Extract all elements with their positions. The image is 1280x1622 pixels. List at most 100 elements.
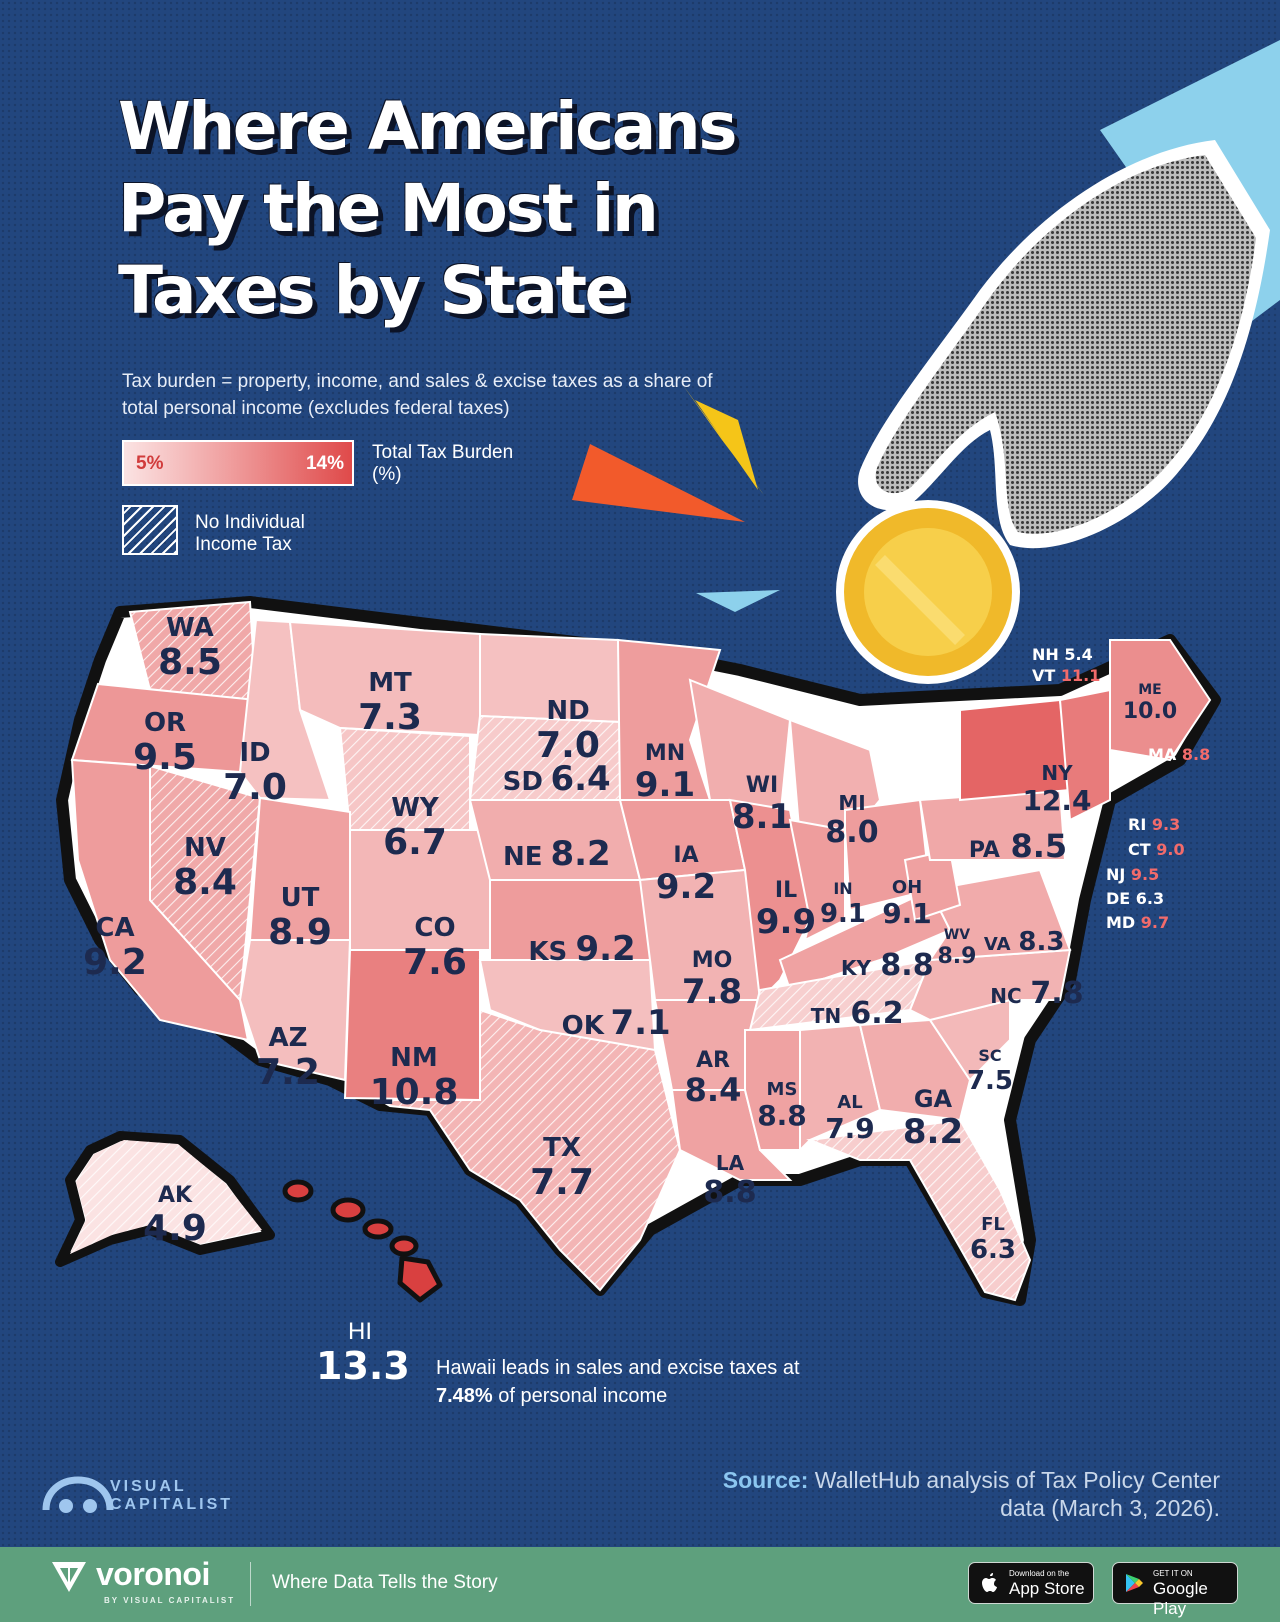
hawaii-islands: [282, 1179, 443, 1303]
state-label-SD: SD 6.4: [503, 759, 611, 799]
state-abbr-MT: MT: [368, 668, 412, 698]
state-abbr-KS: KS: [528, 937, 567, 967]
state-hatch-TN: [750, 960, 930, 1030]
state-abbr-WY: WY: [391, 793, 440, 823]
title-line-3: Taxes by State: [118, 252, 629, 329]
note-VT: VT 11.1: [1032, 666, 1100, 685]
hawaii-note-highlight: 7.48%: [436, 1385, 493, 1407]
apple-icon: [982, 1573, 997, 1592]
state-label-GA: GA8.2: [903, 1085, 963, 1152]
state-abbr-LA: LA: [716, 1151, 745, 1175]
app-store-small: Download on the: [1009, 1569, 1070, 1578]
note-MD: MD 9.7: [1106, 913, 1169, 932]
state-abbr-CA: CA: [95, 913, 134, 943]
title-line-2: Pay the Most in: [118, 170, 659, 247]
app-store-label: App Store: [1009, 1579, 1085, 1598]
state-value-KY: 8.8: [880, 948, 933, 983]
legend-min-label: 5%: [136, 453, 164, 474]
state-value-AR: 8.4: [685, 1071, 742, 1109]
state-abbr-FL: FL: [981, 1214, 1005, 1235]
state-label-OH: OH9.1: [882, 877, 932, 930]
state-shape-IN: [788, 818, 846, 942]
state-abbr-AZ: AZ: [269, 1023, 308, 1053]
state-value-AL: 7.9: [825, 1112, 875, 1145]
state-shape-MN: [616, 638, 722, 801]
state-value-ME: 10.0: [1123, 699, 1177, 724]
note-CT: CT 9.0: [1128, 840, 1185, 859]
state-label-MI: MI8.0: [825, 791, 878, 850]
state-label-MO: MO7.8: [682, 948, 742, 1012]
hawaii-note-post: of personal income: [492, 1385, 668, 1407]
vc-line-1: VISUAL: [110, 1478, 187, 1495]
state-value-MT: 7.3: [358, 697, 422, 738]
state-abbr-OR: OR: [144, 708, 186, 738]
state-shape-new-england: [1058, 688, 1111, 822]
state-abbr-NE: NE: [503, 842, 543, 872]
state-value-SC: 7.5: [967, 1066, 1013, 1096]
footer-divider: [250, 1562, 251, 1606]
state-label-NC: NC 7.8: [990, 976, 1083, 1011]
state-value-UT: 8.9: [268, 912, 332, 953]
state-abbr-IN: IN: [833, 879, 852, 898]
state-hatch-WY: [340, 728, 470, 830]
state-label-CO: CO7.6: [403, 913, 467, 983]
state-shape-VA: [928, 868, 1072, 962]
google-play-button[interactable]: GET IT ON Google Play: [1112, 1562, 1238, 1618]
state-abbr-ME: ME: [1138, 682, 1162, 698]
hawaii-note-pre: Hawaii leads in sales and excise taxes a…: [436, 1357, 800, 1379]
legend-scale-title: Total Tax Burden (%): [372, 442, 514, 485]
legend-hatch-swatch: [122, 505, 178, 555]
state-label-LA: LA8.8: [703, 1151, 756, 1210]
state-label-PA: PA 8.5: [969, 827, 1067, 865]
state-abbr-AL: AL: [837, 1092, 862, 1113]
state-hatch-FL: [810, 1120, 1030, 1300]
state-value-ID: 7.0: [223, 767, 287, 808]
state-label-TX: TX7.7: [530, 1133, 594, 1203]
confetti-orange: [572, 444, 745, 522]
state-abbr-IL: IL: [775, 878, 797, 903]
visual-capitalist-wordmark: VISUAL CAPITALIST: [110, 1478, 260, 1514]
state-value-ND: 7.0: [536, 725, 600, 766]
note-NH: NH 5.4: [1032, 645, 1093, 664]
state-hatch-AK: [70, 1140, 262, 1254]
coin-shine: [875, 555, 965, 645]
state-abbr-TX: TX: [543, 1133, 581, 1163]
note-RI: RI 9.3: [1128, 815, 1180, 834]
note-NJ: NJ 9.5: [1106, 865, 1159, 884]
voronoi-subtitle: BY VISUAL CAPITALIST: [104, 1596, 236, 1605]
state-value-SD: 6.4: [550, 759, 610, 799]
visual-capitalist-logo-icon: [42, 1476, 114, 1513]
state-label-NE: NE 8.2: [503, 834, 611, 874]
state-label-AR: AR8.4: [685, 1048, 742, 1109]
google-play-label: Google Play: [1153, 1579, 1208, 1618]
hawaii-note: Hawaii leads in sales and excise taxes a…: [436, 1354, 816, 1410]
state-value-WV: 8.9: [938, 944, 977, 969]
state-abbr-ID: ID: [239, 738, 270, 768]
state-label-SC: SC7.5: [967, 1046, 1013, 1096]
state-label-OK: OK 7.1: [562, 1003, 671, 1043]
state-abbr-OK: OK: [562, 1011, 605, 1041]
state-hatch-SD: [470, 716, 620, 800]
state-shape-AL: [799, 1023, 882, 1153]
state-label-MS: MS8.8: [757, 1079, 807, 1132]
state-value-NY: 12.4: [1022, 784, 1091, 817]
state-value-WI: 8.1: [732, 797, 792, 837]
state-value-MS: 8.8: [757, 1099, 807, 1132]
legend-max-label: 14%: [305, 453, 344, 474]
state-abbr-MN: MN: [645, 741, 685, 766]
state-abbr-NM: NM: [390, 1043, 438, 1073]
state-value-CA: 9.2: [83, 942, 147, 983]
state-value-IA: 9.2: [656, 867, 716, 907]
state-label-IL: IL9.9: [756, 878, 816, 942]
state-abbr-IA: IA: [673, 843, 698, 868]
app-store-button[interactable]: Download on the App Store: [968, 1562, 1094, 1604]
state-value-MI: 8.0: [825, 815, 878, 850]
state-value-NV: 8.4: [173, 862, 237, 903]
note-MA: MA 8.8: [1148, 745, 1210, 764]
state-abbr-WI: WI: [746, 773, 778, 798]
state-abbr-OH: OH: [892, 877, 922, 898]
state-label-MN: MN9.1: [635, 741, 695, 805]
